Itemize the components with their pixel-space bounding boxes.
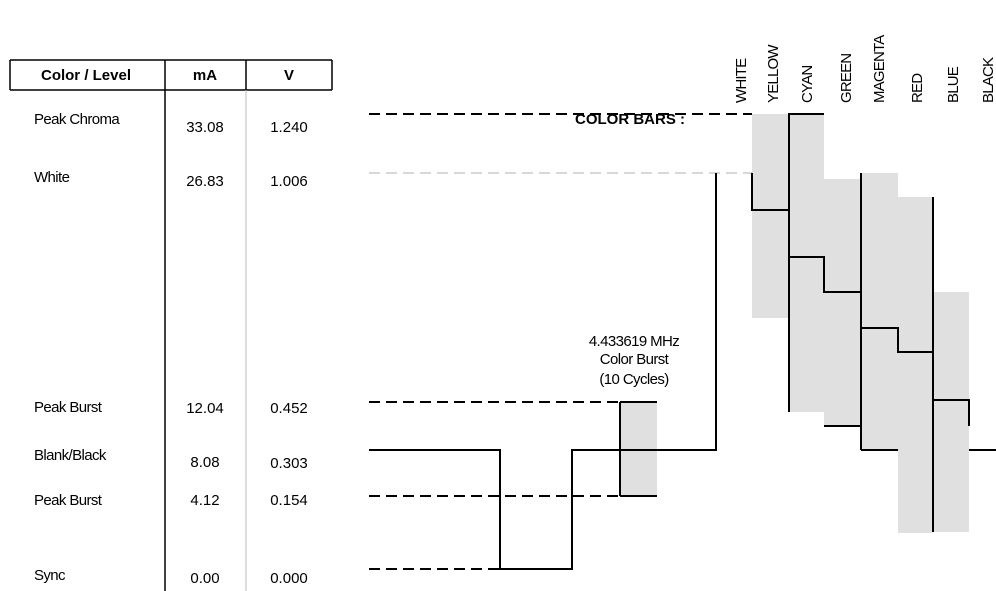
row-v: 1.006 (270, 173, 308, 190)
magenta-chroma-region (861, 173, 898, 450)
row-ma: 4.12 (190, 492, 219, 509)
chroma-shading (620, 114, 969, 533)
row-ma: 12.04 (186, 400, 224, 417)
voltage-level-table: Color / Level mA V Peak Chroma 33.08 1.2… (9, 59, 333, 591)
magenta-red-step (861, 327, 934, 532)
row-label: White (34, 169, 70, 186)
row-v: 0.452 (270, 400, 308, 417)
row-label: Sync (34, 567, 66, 584)
reference-lines (369, 113, 752, 570)
cyan-green-step (789, 256, 861, 293)
bar-label-cyan: CYAN (799, 66, 816, 103)
header-v: V (284, 67, 294, 84)
row-ma: 33.08 (186, 119, 224, 136)
red-chroma-region (898, 197, 933, 533)
color-burst-label: 4.433619 MHz Color Burst (10 Cycles) (589, 333, 680, 388)
row-label: Peak Chroma (34, 111, 120, 128)
cyan-chroma-region (789, 114, 824, 412)
row-ma: 26.83 (186, 173, 224, 190)
row-v: 0.154 (270, 492, 308, 509)
bar-label-magenta: MAGENTA (871, 35, 888, 103)
bar-label-yellow: YELLOW (765, 44, 782, 103)
row-label: Peak Burst (34, 399, 103, 416)
bar-label-green: GREEN (838, 54, 855, 103)
row-v: 0.303 (270, 455, 308, 472)
burst-cycles-label: (10 Cycles) (599, 371, 669, 388)
blue-waveform (933, 399, 970, 426)
sync-and-blanking-waveform (369, 173, 717, 570)
row-ma: 0.00 (190, 570, 219, 587)
yellow-waveform (751, 113, 824, 412)
burst-frequency-label: 4.433619 MHz (589, 333, 679, 350)
bar-label-black: BLACK (980, 57, 996, 103)
row-v: 1.240 (270, 119, 308, 136)
header-ma: mA (193, 67, 217, 84)
row-label: Peak Burst (34, 492, 103, 509)
green-chroma-region (824, 179, 861, 426)
yellow-chroma-region (752, 114, 789, 318)
row-ma: 8.08 (190, 454, 219, 471)
bar-label-red: RED (909, 73, 926, 103)
bar-label-white: WHITE (733, 58, 750, 103)
row-label: Blank/Black (34, 447, 107, 464)
color-bar-labels: WHITE YELLOW CYAN GREEN MAGENTA RED BLUE… (733, 35, 996, 103)
header-color-level: Color / Level (41, 67, 131, 84)
burst-name-label: Color Burst (600, 351, 670, 368)
color-bars-title: COLOR BARS : (575, 111, 685, 128)
row-v: 0.000 (270, 570, 308, 587)
bar-label-blue: BLUE (945, 66, 962, 103)
blue-chroma-region (933, 292, 969, 532)
signal-waveform (369, 113, 996, 570)
